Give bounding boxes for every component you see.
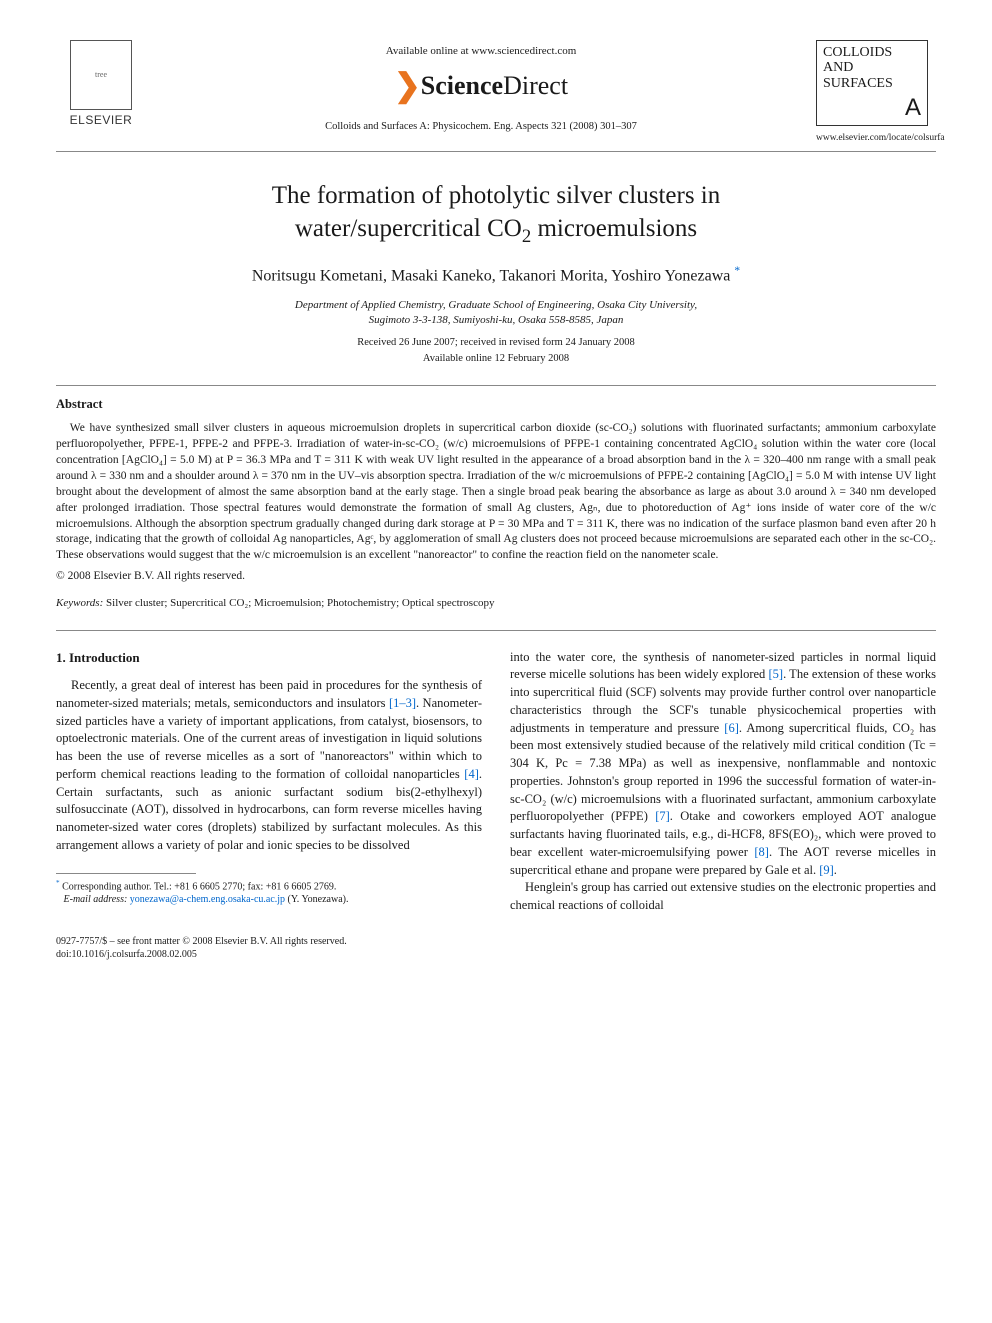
divider xyxy=(56,630,936,631)
journal-citation: Colloids and Surfaces A: Physicochem. En… xyxy=(146,120,816,135)
corresponding-marker: * xyxy=(734,265,740,277)
article-dates: Received 26 June 2007; received in revis… xyxy=(56,336,936,351)
page-footer: 0927-7757/$ – see front matter © 2008 El… xyxy=(56,935,936,962)
citation-link[interactable]: [7] xyxy=(655,809,670,823)
author-list: Noritsugu Kometani, Masaki Kaneko, Takan… xyxy=(56,263,936,288)
column-left: 1. Introduction Recently, a great deal o… xyxy=(56,649,482,915)
citation-link[interactable]: [4] xyxy=(464,767,479,781)
journal-header: tree ELSEVIER Available online at www.sc… xyxy=(56,40,936,152)
journal-cover-box: COLLOIDS AND SURFACES A xyxy=(816,40,928,126)
copyright-line: © 2008 Elsevier B.V. All rights reserved… xyxy=(56,568,936,584)
section-heading-introduction: 1. Introduction xyxy=(56,649,482,667)
citation-link[interactable]: [1–3] xyxy=(389,696,416,710)
paragraph: Henglein's group has carried out extensi… xyxy=(510,879,936,915)
sciencedirect-logo: ❯ScienceDirect xyxy=(146,63,816,108)
citation-link[interactable]: [5] xyxy=(769,667,784,681)
header-center: Available online at www.sciencedirect.co… xyxy=(146,40,816,135)
doi-text: doi:10.1016/j.colsurfa.2008.02.005 xyxy=(56,949,197,960)
column-right: into the water core, the synthesis of na… xyxy=(510,649,936,915)
journal-name-line: COLLOIDS xyxy=(823,45,921,60)
journal-logo-block: COLLOIDS AND SURFACES A www.elsevier.com… xyxy=(816,40,936,145)
article-online-date: Available online 12 February 2008 xyxy=(56,352,936,367)
publisher-name: ELSEVIER xyxy=(56,112,146,129)
keywords-label: Keywords: xyxy=(56,597,103,609)
sd-swoosh-icon: ❯ xyxy=(394,67,421,103)
citation-link[interactable]: [8] xyxy=(754,845,769,859)
body-columns: 1. Introduction Recently, a great deal o… xyxy=(56,649,936,915)
paragraph: into the water core, the synthesis of na… xyxy=(510,649,936,880)
abstract-heading: Abstract xyxy=(56,396,936,414)
abstract-text: We have synthesized small silver cluster… xyxy=(56,421,936,564)
available-online-text: Available online at www.sciencedirect.co… xyxy=(146,44,816,59)
email-label: E-mail address: xyxy=(64,894,128,905)
keywords-text: Silver cluster; Supercritical CO₂; Micro… xyxy=(103,597,494,609)
publisher-logo-block: tree ELSEVIER xyxy=(56,40,146,129)
keywords-line: Keywords: Silver cluster; Supercritical … xyxy=(56,596,936,611)
abstract-body: We have synthesized small silver cluster… xyxy=(56,421,936,564)
citation-link[interactable]: [9] xyxy=(819,863,834,877)
paragraph: Recently, a great deal of interest has b… xyxy=(56,677,482,855)
journal-name-line: SURFACES xyxy=(823,76,921,91)
journal-name-line: AND xyxy=(823,60,921,75)
corresponding-footnote: * Corresponding author. Tel.: +81 6 6605… xyxy=(56,879,482,907)
journal-url: www.elsevier.com/locate/colsurfa xyxy=(816,132,936,145)
article-title: The formation of photolytic silver clust… xyxy=(116,180,876,249)
elsevier-tree-icon: tree xyxy=(70,40,132,110)
affiliation: Department of Applied Chemistry, Graduat… xyxy=(56,298,936,328)
divider xyxy=(56,385,936,386)
citation-link[interactable]: [6] xyxy=(724,721,739,735)
journal-series-letter: A xyxy=(823,95,921,121)
email-link[interactable]: yonezawa@a-chem.eng.osaka-cu.ac.jp xyxy=(127,894,285,905)
footnote-rule xyxy=(56,873,196,874)
